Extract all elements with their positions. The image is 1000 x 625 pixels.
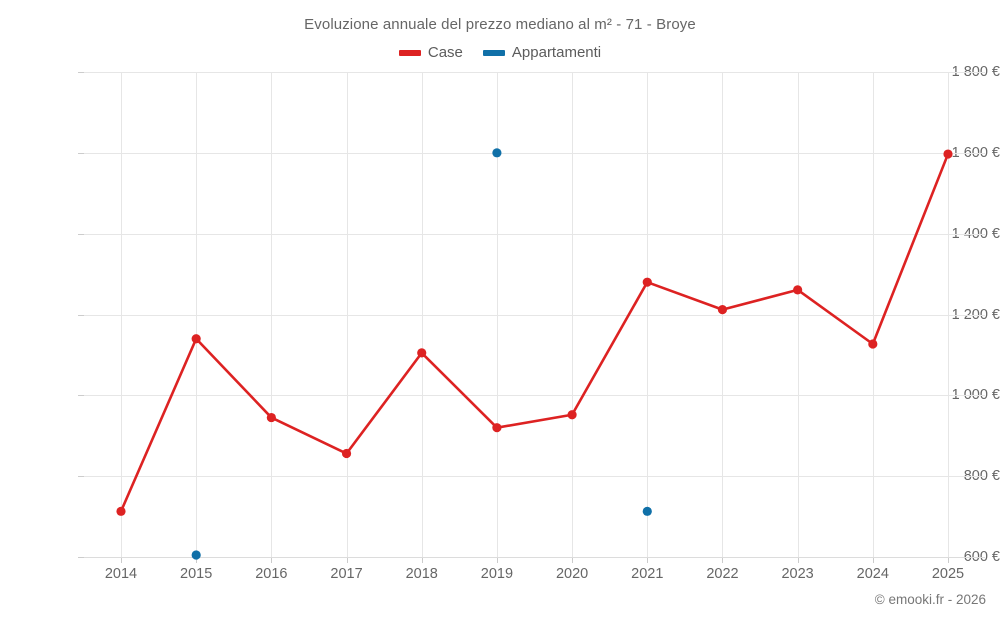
x-axis-tick-mark — [572, 557, 574, 563]
x-axis-tick-mark — [271, 557, 273, 563]
x-axis-tick-mark — [496, 557, 498, 563]
credit-label: © emooki.fr - 2026 — [874, 592, 986, 607]
x-axis-tick-mark — [346, 557, 348, 563]
gridline-horizontal — [84, 314, 985, 316]
x-axis-tick-label: 2016 — [255, 566, 288, 582]
x-axis-tick-label: 2023 — [781, 566, 814, 582]
chart-legend: Case Appartamenti — [0, 44, 1000, 61]
gridline-vertical — [121, 72, 122, 557]
gridline-vertical — [647, 72, 649, 557]
x-axis-tick-mark — [797, 557, 799, 563]
plot-area — [84, 72, 985, 558]
x-axis-tick-label: 2020 — [555, 566, 589, 582]
gridline-horizontal — [84, 233, 985, 235]
x-axis-tick-label: 2018 — [405, 566, 438, 582]
gridline-vertical — [797, 72, 799, 557]
x-axis-tick-label: 2017 — [330, 566, 363, 582]
legend-label-appartamenti: Appartamenti — [511, 44, 602, 61]
gridline-vertical — [572, 72, 574, 557]
x-axis-tick-label: 2025 — [931, 566, 965, 582]
x-axis-tick-mark — [121, 557, 122, 563]
legend-label-case: Case — [427, 44, 463, 61]
y-axis-tick-mark — [78, 152, 84, 154]
y-axis-tick-mark — [78, 314, 84, 316]
gridline-vertical — [496, 72, 498, 557]
x-axis-tick-mark — [722, 557, 724, 563]
gridline-horizontal — [84, 476, 985, 478]
gridline-horizontal — [84, 395, 985, 397]
gridline-vertical — [271, 72, 273, 557]
gridline-vertical — [196, 72, 198, 557]
y-axis-tick-mark — [78, 557, 84, 558]
gridline-vertical — [346, 72, 348, 557]
x-axis-tick-mark — [647, 557, 649, 563]
gridline-vertical — [421, 72, 423, 557]
x-axis-tick-mark — [196, 557, 198, 563]
gridline-vertical — [872, 72, 874, 557]
chart-title: Evoluzione annuale del prezzo mediano al… — [304, 16, 696, 33]
y-axis-tick-mark — [78, 476, 84, 478]
gridline-horizontal — [84, 152, 985, 154]
x-axis-baseline — [84, 557, 985, 558]
y-axis-tick-mark — [78, 395, 84, 397]
x-axis-tick-mark — [421, 557, 423, 563]
x-axis-tick-label: 2024 — [856, 566, 889, 582]
x-axis-tick-label: 2015 — [180, 566, 213, 582]
x-axis-tick-mark — [872, 557, 874, 563]
x-axis-tick-label: 2022 — [706, 566, 739, 582]
x-axis-tick-mark — [948, 557, 949, 563]
y-axis-tick-mark — [78, 233, 84, 235]
y-axis-tick-mark — [78, 72, 84, 73]
legend-swatch-case — [398, 49, 421, 56]
gridline-vertical — [722, 72, 724, 557]
legend-item-case[interactable]: Case — [398, 44, 463, 61]
legend-item-appartamenti[interactable]: Appartamenti — [482, 44, 602, 61]
gridline-horizontal — [84, 72, 985, 73]
legend-swatch-appartamenti — [482, 49, 505, 56]
gridline-vertical — [948, 72, 949, 557]
x-axis-tick-label: 2014 — [104, 566, 138, 582]
x-axis-tick-label: 2021 — [631, 566, 664, 582]
x-axis-tick-label: 2019 — [480, 566, 514, 582]
